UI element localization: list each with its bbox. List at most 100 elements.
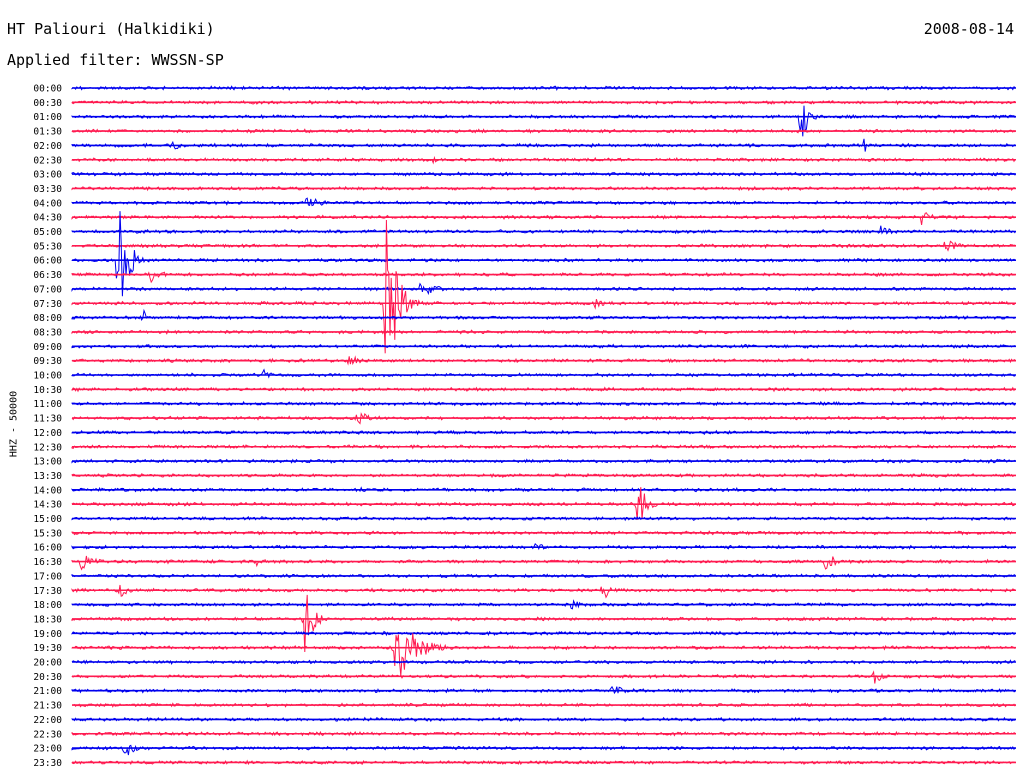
row-label: 07:30 [33, 299, 62, 310]
seismic-trace [71, 282, 1016, 296]
seismic-trace [71, 759, 1016, 766]
seismic-trace [71, 529, 1016, 536]
seismic-trace [71, 573, 1016, 579]
seismic-trace [71, 400, 1016, 407]
seismic-trace [71, 594, 1016, 653]
row-label: 16:30 [33, 557, 62, 568]
row-label: 20:00 [33, 658, 62, 669]
seismic-trace [71, 240, 1016, 252]
row-label: 11:30 [33, 414, 62, 425]
row-label: 06:30 [33, 270, 62, 281]
row-label: 15:30 [33, 528, 62, 539]
seismic-trace [71, 138, 1016, 152]
row-label: 22:30 [33, 729, 62, 740]
seismic-trace [71, 99, 1016, 106]
seismic-trace [71, 155, 1016, 165]
plot-date: 2008-08-14 [923, 20, 1014, 38]
seismic-trace [71, 633, 1016, 676]
row-label: 17:30 [33, 586, 62, 597]
seismic-trace [71, 543, 1016, 551]
row-label: 16:00 [33, 543, 62, 554]
seismic-trace [71, 444, 1016, 450]
seismic-trace [71, 458, 1016, 464]
row-label: 14:00 [33, 485, 62, 496]
seismic-trace [71, 515, 1016, 522]
seismic-trace [71, 744, 1016, 756]
row-label: 00:00 [33, 84, 62, 95]
seismic-trace [71, 343, 1016, 349]
row-label: 09:00 [33, 342, 62, 353]
seismic-trace [71, 730, 1016, 737]
row-label: 19:00 [33, 629, 62, 640]
seismic-trace [71, 355, 1016, 366]
seismic-trace [71, 308, 1016, 321]
seismic-trace [71, 659, 1016, 665]
row-label: 04:00 [33, 198, 62, 209]
filter-line: Applied filter: WWSSN-SP [7, 51, 224, 69]
seismic-trace [71, 555, 1016, 571]
seismic-trace [71, 105, 1016, 137]
seismic-trace [71, 225, 1016, 235]
row-label: 17:00 [33, 571, 62, 582]
seismic-trace [71, 685, 1016, 695]
row-label: 07:00 [33, 284, 62, 295]
row-label: 14:30 [33, 500, 62, 511]
seismic-trace [71, 486, 1016, 493]
row-label: 00:30 [33, 98, 62, 109]
seismic-trace [71, 716, 1016, 723]
row-label: 20:30 [33, 672, 62, 683]
seismic-trace [71, 211, 1016, 297]
row-label: 03:00 [33, 170, 62, 181]
row-label: 09:30 [33, 356, 62, 367]
seismic-trace [71, 670, 1016, 684]
row-label: 01:30 [33, 127, 62, 138]
row-label: 02:00 [33, 141, 62, 152]
seismic-trace [71, 171, 1016, 177]
row-label: 02:30 [33, 155, 62, 166]
seismic-trace [71, 197, 1016, 207]
row-label: 08:30 [33, 327, 62, 338]
row-label: 08:00 [33, 313, 62, 324]
row-label: 21:30 [33, 701, 62, 712]
row-label: 23:00 [33, 744, 62, 755]
row-label: 10:30 [33, 385, 62, 396]
seismic-trace [71, 85, 1016, 92]
row-label: 21:00 [33, 686, 62, 697]
row-label: 23:30 [33, 758, 62, 769]
row-label: 13:00 [33, 457, 62, 468]
seismic-trace [71, 386, 1016, 393]
row-label: 18:30 [33, 614, 62, 625]
row-label: 19:30 [33, 643, 62, 654]
seismic-trace [71, 128, 1016, 134]
seismic-trace [71, 271, 1016, 284]
seismic-trace [71, 429, 1016, 436]
filter-name: WWSSN-SP [151, 51, 224, 69]
seismic-trace [71, 584, 1016, 599]
row-label: 12:30 [33, 442, 62, 453]
seismic-trace [71, 599, 1016, 610]
seismic-trace [71, 185, 1016, 192]
filter-label: Applied filter: [7, 51, 143, 69]
row-label: 11:00 [33, 399, 62, 410]
seismic-trace [71, 487, 1016, 521]
seismic-trace [71, 702, 1016, 708]
row-label: 05:30 [33, 241, 62, 252]
seismic-trace [71, 472, 1016, 479]
row-label: 13:30 [33, 471, 62, 482]
row-label: 18:00 [33, 600, 62, 611]
row-label: 01:00 [33, 112, 62, 123]
seismic-trace [71, 412, 1016, 425]
row-label: 06:00 [33, 256, 62, 267]
seismic-trace [71, 219, 1016, 354]
row-label: 10:00 [33, 371, 62, 382]
row-label: 04:30 [33, 213, 62, 224]
station-title: HT Paliouri (Halkidiki) [7, 20, 215, 38]
row-label: 22:00 [33, 715, 62, 726]
row-label: 12:00 [33, 428, 62, 439]
seismic-trace [71, 329, 1016, 335]
row-label: 05:00 [33, 227, 62, 238]
row-label: 15:00 [33, 514, 62, 525]
seismic-trace [71, 368, 1016, 379]
seismic-trace [71, 212, 1016, 225]
